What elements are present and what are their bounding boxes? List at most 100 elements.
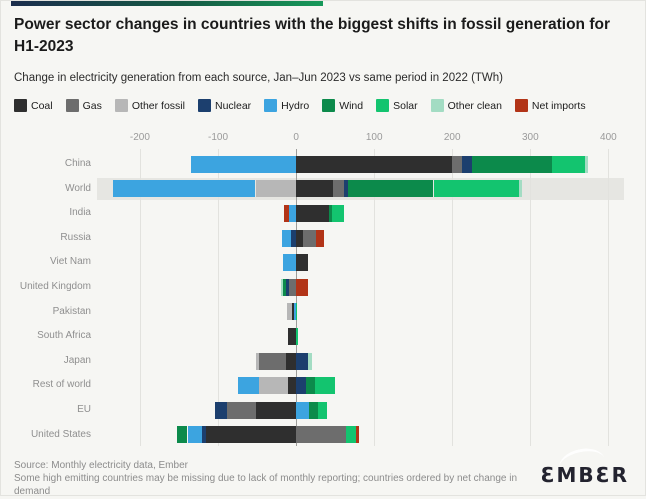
legend-item-gas: Gas (65, 99, 102, 112)
bar-segment-net_imports (356, 426, 360, 444)
legend-label: Solar (393, 99, 418, 112)
gridline (530, 149, 532, 446)
bar-segment-other_clean (307, 352, 313, 370)
hydro-swatch-icon (264, 99, 278, 112)
legend-label: Nuclear (214, 99, 252, 112)
bar-segment-solar (317, 401, 328, 419)
bar-segment-net_imports (316, 229, 325, 247)
legend-label: Net imports (531, 99, 586, 112)
bar-segment-other_clean (585, 155, 589, 173)
bar-segment-other_fossil (286, 303, 293, 321)
bar-segment-wind (328, 205, 332, 222)
gridline (139, 149, 141, 446)
bar-segment-solar (346, 426, 357, 444)
bar-segment-wind (348, 180, 434, 198)
bar-segment-solar (552, 155, 585, 173)
gridline (374, 149, 376, 446)
bar-segment-hydro (293, 303, 296, 321)
legend-label: Hydro (281, 99, 310, 112)
bar-segment-solar (314, 377, 336, 395)
legend-label: Wind (339, 99, 364, 112)
gridline (218, 149, 219, 446)
chart-subtitle: Change in electricity generation from ea… (14, 72, 504, 84)
row-label-viet-nam: Viet Nam (50, 256, 91, 268)
row-label-united-states: United States (30, 428, 91, 440)
legend-item-other_clean: Other clean (430, 99, 502, 112)
legend-item-net_imports: Net imports (514, 99, 586, 112)
row-label-south-africa: South Africa (37, 330, 91, 342)
bar-segment-nuclear (214, 401, 227, 419)
bar-segment-nuclear (461, 155, 472, 173)
bar-segment-gas (303, 229, 317, 247)
bar-segment-solar (433, 180, 519, 198)
bar-segment-hydro (190, 155, 297, 173)
bar-segment-wind (282, 278, 286, 296)
bar-segment-hydro (282, 229, 292, 247)
row-label-pakistan: Pakistan (52, 305, 91, 317)
row-label-india: India (69, 207, 91, 219)
bar-segment-gas (452, 155, 462, 173)
bar-segment-gas (258, 352, 286, 370)
bar-segment-solar (296, 328, 298, 345)
bar-segment-other_fossil (255, 352, 259, 370)
bar-segment-solar (296, 303, 298, 321)
bar-segment-hydro (112, 180, 256, 198)
bar-segment-nuclear (202, 426, 207, 444)
axis-tick-label: -200 (129, 132, 150, 143)
bar-segment-net_imports (284, 205, 290, 222)
bar-segment-other_fossil (255, 180, 297, 198)
wind-swatch-icon (322, 99, 336, 112)
ember-logo: ƐMBƐR (540, 463, 629, 487)
nuclear-swatch-icon (197, 99, 211, 112)
bar-segment-gas (226, 401, 257, 419)
row-label-eu: EU (77, 404, 91, 415)
legend-label: Other fossil (131, 99, 185, 112)
solar-swatch-icon (376, 99, 390, 112)
zero-gridline (296, 149, 298, 446)
row-label-world: World (65, 182, 91, 194)
bar-segment-coal (292, 303, 294, 321)
net_imports-swatch-icon (514, 99, 528, 112)
row-label-rest-of-world: Rest of world (32, 379, 91, 391)
legend-item-coal: Coal (14, 99, 53, 112)
bar-segment-gas (332, 180, 344, 198)
row-label-china: China (64, 158, 91, 169)
axis-tick-label: 200 (443, 132, 461, 143)
axis-tick-label: -100 (207, 132, 229, 143)
other_clean-swatch-icon (430, 99, 444, 112)
bar-segment-gas (296, 426, 347, 444)
bar-segment-coal (296, 254, 308, 272)
bar-segment-coal (288, 328, 297, 345)
bar-segment-coal (285, 352, 296, 370)
bar-segment-nuclear (296, 377, 307, 395)
row-label-russia: Russia (60, 231, 91, 243)
bar-segment-coal (296, 205, 329, 222)
gridline (608, 149, 610, 446)
axis-tick-label: 400 (600, 132, 617, 143)
axis-tick-label: 100 (365, 132, 383, 143)
bar-segment-other_clean (518, 180, 523, 198)
legend-label: Other clean (447, 99, 502, 112)
coal-swatch-icon (14, 99, 27, 112)
bar-segment-coal (256, 401, 297, 419)
footnote: Some high emitting countries may be miss… (14, 473, 518, 498)
gas-swatch-icon (65, 99, 79, 112)
bar-segment-coal (296, 180, 333, 198)
gridline (452, 149, 454, 446)
axis-tick-label: 300 (521, 132, 539, 143)
row-label-japan: Japan (63, 354, 91, 366)
bar-segment-coal (296, 155, 453, 173)
bar-segment-hydro (238, 377, 259, 395)
legend-label: Gas (82, 99, 102, 112)
bar-segment-wind (176, 426, 188, 444)
bar-segment-wind (309, 401, 318, 419)
bar-segment-coal (296, 229, 304, 247)
bar-segment-other_clean (281, 278, 283, 296)
chart-title: Power sector changes in countries with t… (14, 16, 610, 56)
bar-segment-nuclear (291, 229, 297, 247)
bar-segment-solar (332, 205, 344, 222)
legend-item-wind: Wind (322, 99, 363, 112)
bar-segment-hydro (289, 205, 297, 222)
bar-segment-gas (289, 278, 297, 296)
